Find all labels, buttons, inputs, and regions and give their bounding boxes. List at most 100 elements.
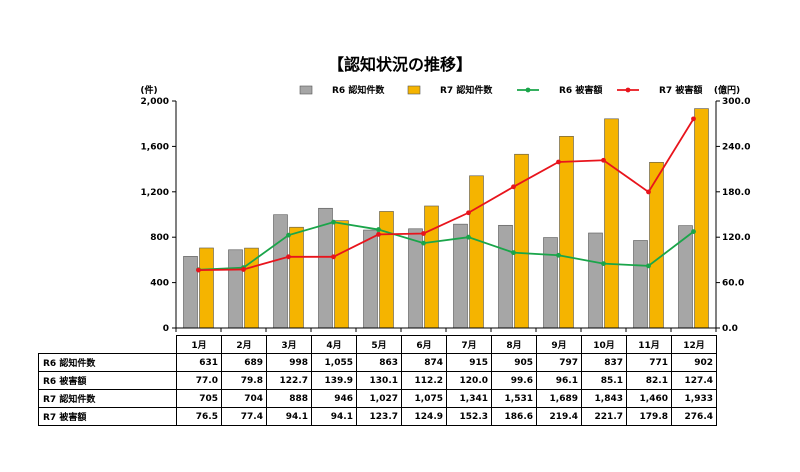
table-cell: 152.3 xyxy=(446,407,492,426)
table-row-label: R6 被害額 xyxy=(38,371,177,390)
y-right-tick-label: 0.0 xyxy=(722,324,738,334)
table-cell: 797 xyxy=(536,353,582,372)
y-right-tick-label: 180.0 xyxy=(722,188,750,198)
bar-r6-9 xyxy=(543,237,558,329)
legend-label: R7 被害額 xyxy=(659,84,702,96)
point-r6-damage-11 xyxy=(646,263,651,269)
table-cell: 96.1 xyxy=(536,371,582,390)
table-cell: 179.8 xyxy=(626,407,672,426)
table-month-header: 1月 xyxy=(176,335,222,354)
table-cell: 120.0 xyxy=(446,371,492,390)
point-r6-damage-12 xyxy=(691,229,696,235)
table-row: R7 被害額 76.5 77.4 94.1 94.1 123.7 124.9 152.3 186… xyxy=(38,407,717,426)
table-month-header: 8月 xyxy=(491,335,537,354)
table-row: R6 認知件数 631 689 998 1,055 863 874 915 905 797 837 7… xyxy=(38,353,717,372)
table-month-header: 7月 xyxy=(446,335,492,354)
table-cell: 998 xyxy=(266,353,312,372)
point-r6-damage-4 xyxy=(331,219,336,225)
bar-r7-2 xyxy=(244,247,259,329)
legend-label: R6 被害額 xyxy=(559,84,602,96)
point-r6-damage-3 xyxy=(286,232,291,238)
point-r6-damage-8 xyxy=(511,250,516,256)
table-month-header: 2月 xyxy=(221,335,267,354)
table-cell: 1,075 xyxy=(401,389,447,408)
bar-r7-4 xyxy=(334,220,349,329)
table-cell: 1,531 xyxy=(491,389,537,408)
y-right-tick-label: 240.0 xyxy=(722,142,750,152)
table-cell: 1,341 xyxy=(446,389,492,408)
point-r7-damage-10 xyxy=(601,157,606,163)
table-cell: 771 xyxy=(626,353,672,372)
bar-r6-3 xyxy=(273,214,288,329)
table-cell: 689 xyxy=(221,353,267,372)
table-cell: 905 xyxy=(491,353,537,372)
table-cell: 85.1 xyxy=(581,371,627,390)
table-cell: 77.0 xyxy=(176,371,222,390)
legend-marker xyxy=(525,87,531,93)
table-cell: 863 xyxy=(356,353,402,372)
bar-r7-3 xyxy=(289,226,304,329)
table-cell: 276.4 xyxy=(671,407,717,426)
table-cell: 94.1 xyxy=(266,407,312,426)
point-r6-damage-6 xyxy=(421,240,426,246)
bar-r6-8 xyxy=(498,224,513,329)
table-cell: 112.2 xyxy=(401,371,447,390)
chart-title: 【認知状況の推移】 xyxy=(328,55,472,74)
y-left-tick-label: 0 xyxy=(163,324,169,334)
table-cell: 837 xyxy=(581,353,627,372)
table-month-header: 5月 xyxy=(356,335,402,354)
chart: 【認知状況の推移】 (件) (億円) 0 400 800 1,200 1,600 2,000 0.… xyxy=(140,55,750,334)
bar-r6-5 xyxy=(363,229,378,329)
y-left-tick-label: 2,000 xyxy=(141,97,169,107)
table-cell: 130.1 xyxy=(356,371,402,390)
y-left-unit: (件) xyxy=(140,84,157,96)
table-cell: 1,933 xyxy=(671,389,717,408)
line-r6-damage xyxy=(198,221,695,271)
table-cell: 705 xyxy=(176,389,222,408)
bar-r7-12 xyxy=(694,108,709,329)
table-cell: 1,460 xyxy=(626,389,672,408)
table-month-header: 12月 xyxy=(671,335,717,354)
table-cell: 221.7 xyxy=(581,407,627,426)
point-r7-damage-12 xyxy=(691,116,696,122)
table-cell: 915 xyxy=(446,353,492,372)
bar-r7-5 xyxy=(379,211,394,329)
table-cell: 902 xyxy=(671,353,717,372)
point-r7-damage-2 xyxy=(241,267,246,272)
table-cell: 76.5 xyxy=(176,407,222,426)
point-r7-damage-8 xyxy=(511,184,516,190)
table-cell: 219.4 xyxy=(536,407,582,426)
point-r7-damage-11 xyxy=(646,189,651,195)
point-r7-damage-6 xyxy=(421,231,426,236)
legend-swatch xyxy=(299,85,313,95)
table-header-row: 1月 2月 3月 4月 5月 6月 7月 8月 9月 10月 11月 12月 xyxy=(38,335,717,354)
y-left-tick-label: 1,200 xyxy=(141,188,169,198)
table-cell: 124.9 xyxy=(401,407,447,426)
y-left-tick-label: 800 xyxy=(150,233,169,243)
table-row-label: R7 認知件数 xyxy=(38,389,177,408)
y-right-unit: (億円) xyxy=(714,84,740,96)
table-row-label: R6 認知件数 xyxy=(38,353,177,372)
point-r7-damage-9 xyxy=(556,159,561,165)
y-left-tick-label: 1,600 xyxy=(141,142,169,152)
table-cell: 631 xyxy=(176,353,222,372)
bar-r6-1 xyxy=(183,256,198,329)
table-cell: 123.7 xyxy=(356,407,402,426)
table-month-header: 6月 xyxy=(401,335,447,354)
bar-r7-6 xyxy=(424,205,439,329)
table-month-header: 4月 xyxy=(311,335,357,354)
legend-label: R6 認知件数 xyxy=(332,84,385,96)
point-r7-damage-1 xyxy=(196,267,201,273)
table-cell: 1,843 xyxy=(581,389,627,408)
y-left-tick-label: 400 xyxy=(150,279,169,289)
table-month-header: 9月 xyxy=(536,335,582,354)
table-cell: 139.9 xyxy=(311,371,357,390)
table-cell: 1,055 xyxy=(311,353,357,372)
legend-swatch xyxy=(407,85,421,95)
point-r6-damage-7 xyxy=(466,234,471,240)
table-cell: 1,689 xyxy=(536,389,582,408)
bar-r6-11 xyxy=(633,240,648,329)
legend-label: R7 認知件数 xyxy=(440,84,493,96)
table-corner xyxy=(38,335,177,354)
table-cell: 82.1 xyxy=(626,371,672,390)
